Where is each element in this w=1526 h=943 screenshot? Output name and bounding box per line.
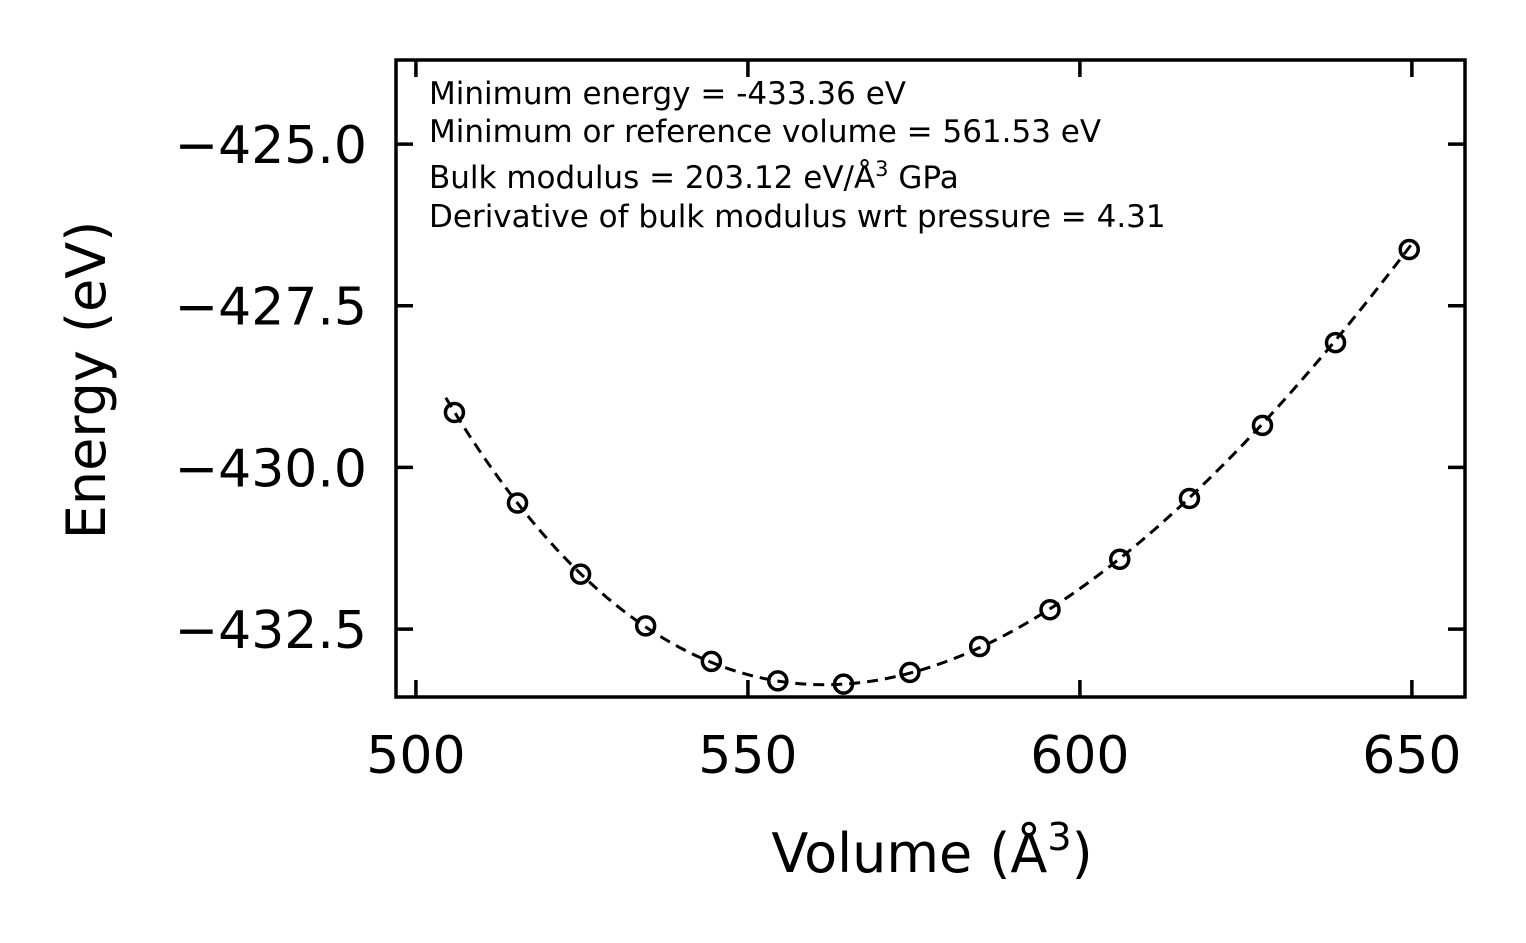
annotation-bulk-modulus-text: Bulk modulus = 203.12 eV/Å [429, 160, 875, 196]
x-axis-label-text: Volume (Å [771, 821, 1047, 885]
data-point [506, 492, 529, 514]
y-tick-label: −425.0 [175, 116, 367, 176]
data-point [1251, 414, 1274, 437]
data-point [1039, 598, 1061, 621]
data-point [832, 673, 855, 695]
y-tick-label: −430.0 [175, 439, 367, 499]
data-point [634, 615, 657, 637]
data-point [569, 563, 592, 585]
tick-marks [396, 60, 1465, 697]
x-axis-label-sup: 3 [1047, 815, 1071, 859]
data-point [899, 661, 921, 684]
tick-labels: 500 550 600 650 −425.0 −427.5 −430.0 −432.5 [175, 116, 1462, 786]
annotation-bulk-modulus: Bulk modulus = 203.12 eV/Å3 GPa [429, 157, 959, 196]
x-axis-label-suffix: ) [1072, 822, 1093, 885]
x-axis-label: Volume (Å3) [771, 815, 1092, 885]
y-tick-label: −432.5 [175, 601, 367, 661]
data-point [767, 670, 789, 692]
x-tick-label: 500 [366, 726, 465, 786]
data-point [1108, 548, 1131, 571]
annotation-bulk-derivative: Derivative of bulk modulus wrt pressure … [429, 199, 1166, 235]
annotation-ref-volume: Minimum or reference volume = 561.53 eV [429, 114, 1101, 150]
x-tick-label: 600 [1030, 726, 1129, 786]
annotation-min-energy: Minimum energy = -433.36 eV [429, 76, 906, 112]
data-point [1178, 487, 1201, 510]
data-points [443, 238, 1420, 695]
annotation-bulk-modulus-unit: GPa [889, 160, 959, 196]
x-tick-label: 650 [1362, 726, 1461, 786]
data-point [443, 401, 466, 424]
annotation-bulk-modulus-sup: 3 [875, 157, 888, 181]
y-tick-label: −427.5 [175, 278, 367, 338]
fit-curve [444, 242, 1414, 687]
plot-frame [394, 58, 1467, 699]
data-point [968, 635, 991, 658]
x-tick-label: 550 [698, 726, 797, 786]
data-point [1398, 238, 1420, 261]
data-point [1324, 331, 1347, 354]
y-axis-label: Energy (eV) [55, 221, 118, 540]
data-point [700, 650, 723, 673]
